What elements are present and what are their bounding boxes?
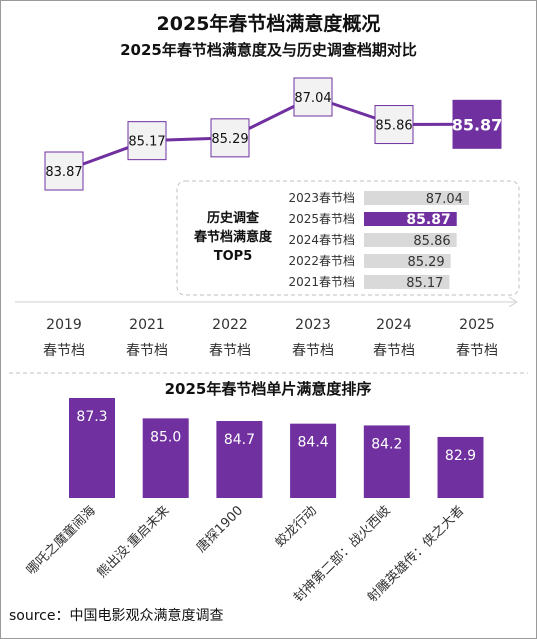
- x-tick-sublabel: 春节档: [456, 343, 498, 359]
- top5-value-label: 85.87: [406, 212, 450, 228]
- line-chart: 83.87 85.17 85.29 87.04 85.86 85.87 2019 春节档 202…: [15, 77, 518, 359]
- film-category-label: 哪吒之魔童闹海: [23, 503, 99, 579]
- data-label: 85.86: [375, 119, 412, 134]
- film-category-label: 唐探1900: [193, 503, 246, 556]
- top5-category-label: 2023春节档: [288, 191, 355, 205]
- x-tick-year: 2023: [295, 317, 331, 333]
- chart-canvas: 83.87 85.17 85.29 87.04 85.86 85.87 2019 春节档 202…: [9, 77, 528, 601]
- film-bar: [363, 425, 410, 498]
- line-chart-title: 2025年春节档满意度及与历史调查档期对比: [120, 41, 417, 59]
- data-point-box: [452, 99, 502, 149]
- data-label: 87.04: [294, 91, 331, 106]
- film-value-label: 87.3: [76, 409, 107, 425]
- source-note: source：中国电影观众满意度调查: [9, 608, 224, 624]
- top5-bar: [364, 275, 450, 289]
- top5-value-label: 85.17: [406, 276, 443, 291]
- top5-title-line: 春节档满意度: [193, 229, 273, 245]
- x-tick-year: 2021: [129, 317, 165, 333]
- top5-title-line: 历史调查: [207, 210, 260, 226]
- top5-category-label: 2021春节档: [288, 275, 355, 289]
- data-label: 85.29: [211, 132, 248, 147]
- top5-category-label: 2025春节档: [288, 212, 355, 226]
- film-category-label: 蛟龙行动: [273, 503, 320, 550]
- top5-bar: [364, 191, 469, 205]
- film-bar-chart: 87.3 哪吒之魔童闹海 85.0 熊出没·重启未来 84.7 唐探1900 84.4 蛟龙行…: [23, 398, 484, 601]
- film-bar: [437, 436, 484, 498]
- film-bar: [216, 421, 263, 498]
- film-bar: [69, 398, 115, 498]
- x-tick-sublabel: 春节档: [292, 343, 334, 359]
- film-bar: [142, 418, 189, 498]
- data-label: 83.87: [45, 165, 82, 180]
- x-tick-year: 2022: [212, 317, 248, 333]
- film-value-label: 85.0: [150, 429, 181, 445]
- film-category-label: 熊出没·重启未来: [94, 503, 173, 582]
- top5-value-label: 87.04: [426, 192, 463, 207]
- x-tick-year: 2019: [46, 317, 82, 333]
- top5-category-label: 2022春节档: [288, 254, 355, 268]
- data-point-box: [44, 151, 84, 191]
- bar-chart-title: 2025年春节档单片满意度排序: [165, 380, 372, 398]
- x-tick-year: 2025: [459, 317, 495, 333]
- data-point-box: [293, 77, 333, 117]
- film-value-label: 84.4: [298, 435, 329, 451]
- data-label: 85.87: [452, 115, 503, 134]
- top5-category-label: 2024春节档: [288, 233, 355, 247]
- data-point-box: [210, 118, 250, 158]
- top5-bar: [364, 233, 457, 247]
- top5-bar: [364, 212, 457, 226]
- x-axis-arrow: [508, 296, 518, 308]
- x-tick-sublabel: 春节档: [43, 343, 85, 359]
- data-point-box: [374, 105, 414, 145]
- x-tick-year: 2024: [376, 317, 412, 333]
- x-tick-sublabel: 春节档: [209, 343, 251, 359]
- top5-bar: [364, 254, 451, 268]
- film-value-label: 84.2: [371, 436, 402, 452]
- x-tick-sublabel: 春节档: [126, 343, 168, 359]
- top5-value-label: 85.86: [413, 234, 450, 249]
- film-value-label: 84.7: [224, 432, 255, 448]
- film-bar: [290, 423, 337, 498]
- data-point-box: [127, 121, 167, 161]
- data-label: 85.17: [128, 135, 165, 150]
- top5-value-label: 85.29: [407, 255, 444, 270]
- x-tick-sublabel: 春节档: [373, 343, 415, 359]
- page-title: 2025年春节档满意度概况: [156, 13, 381, 35]
- satisfaction-line: [63, 95, 478, 173]
- top5-title-line: TOP5: [214, 249, 253, 264]
- film-value-label: 82.9: [445, 448, 476, 464]
